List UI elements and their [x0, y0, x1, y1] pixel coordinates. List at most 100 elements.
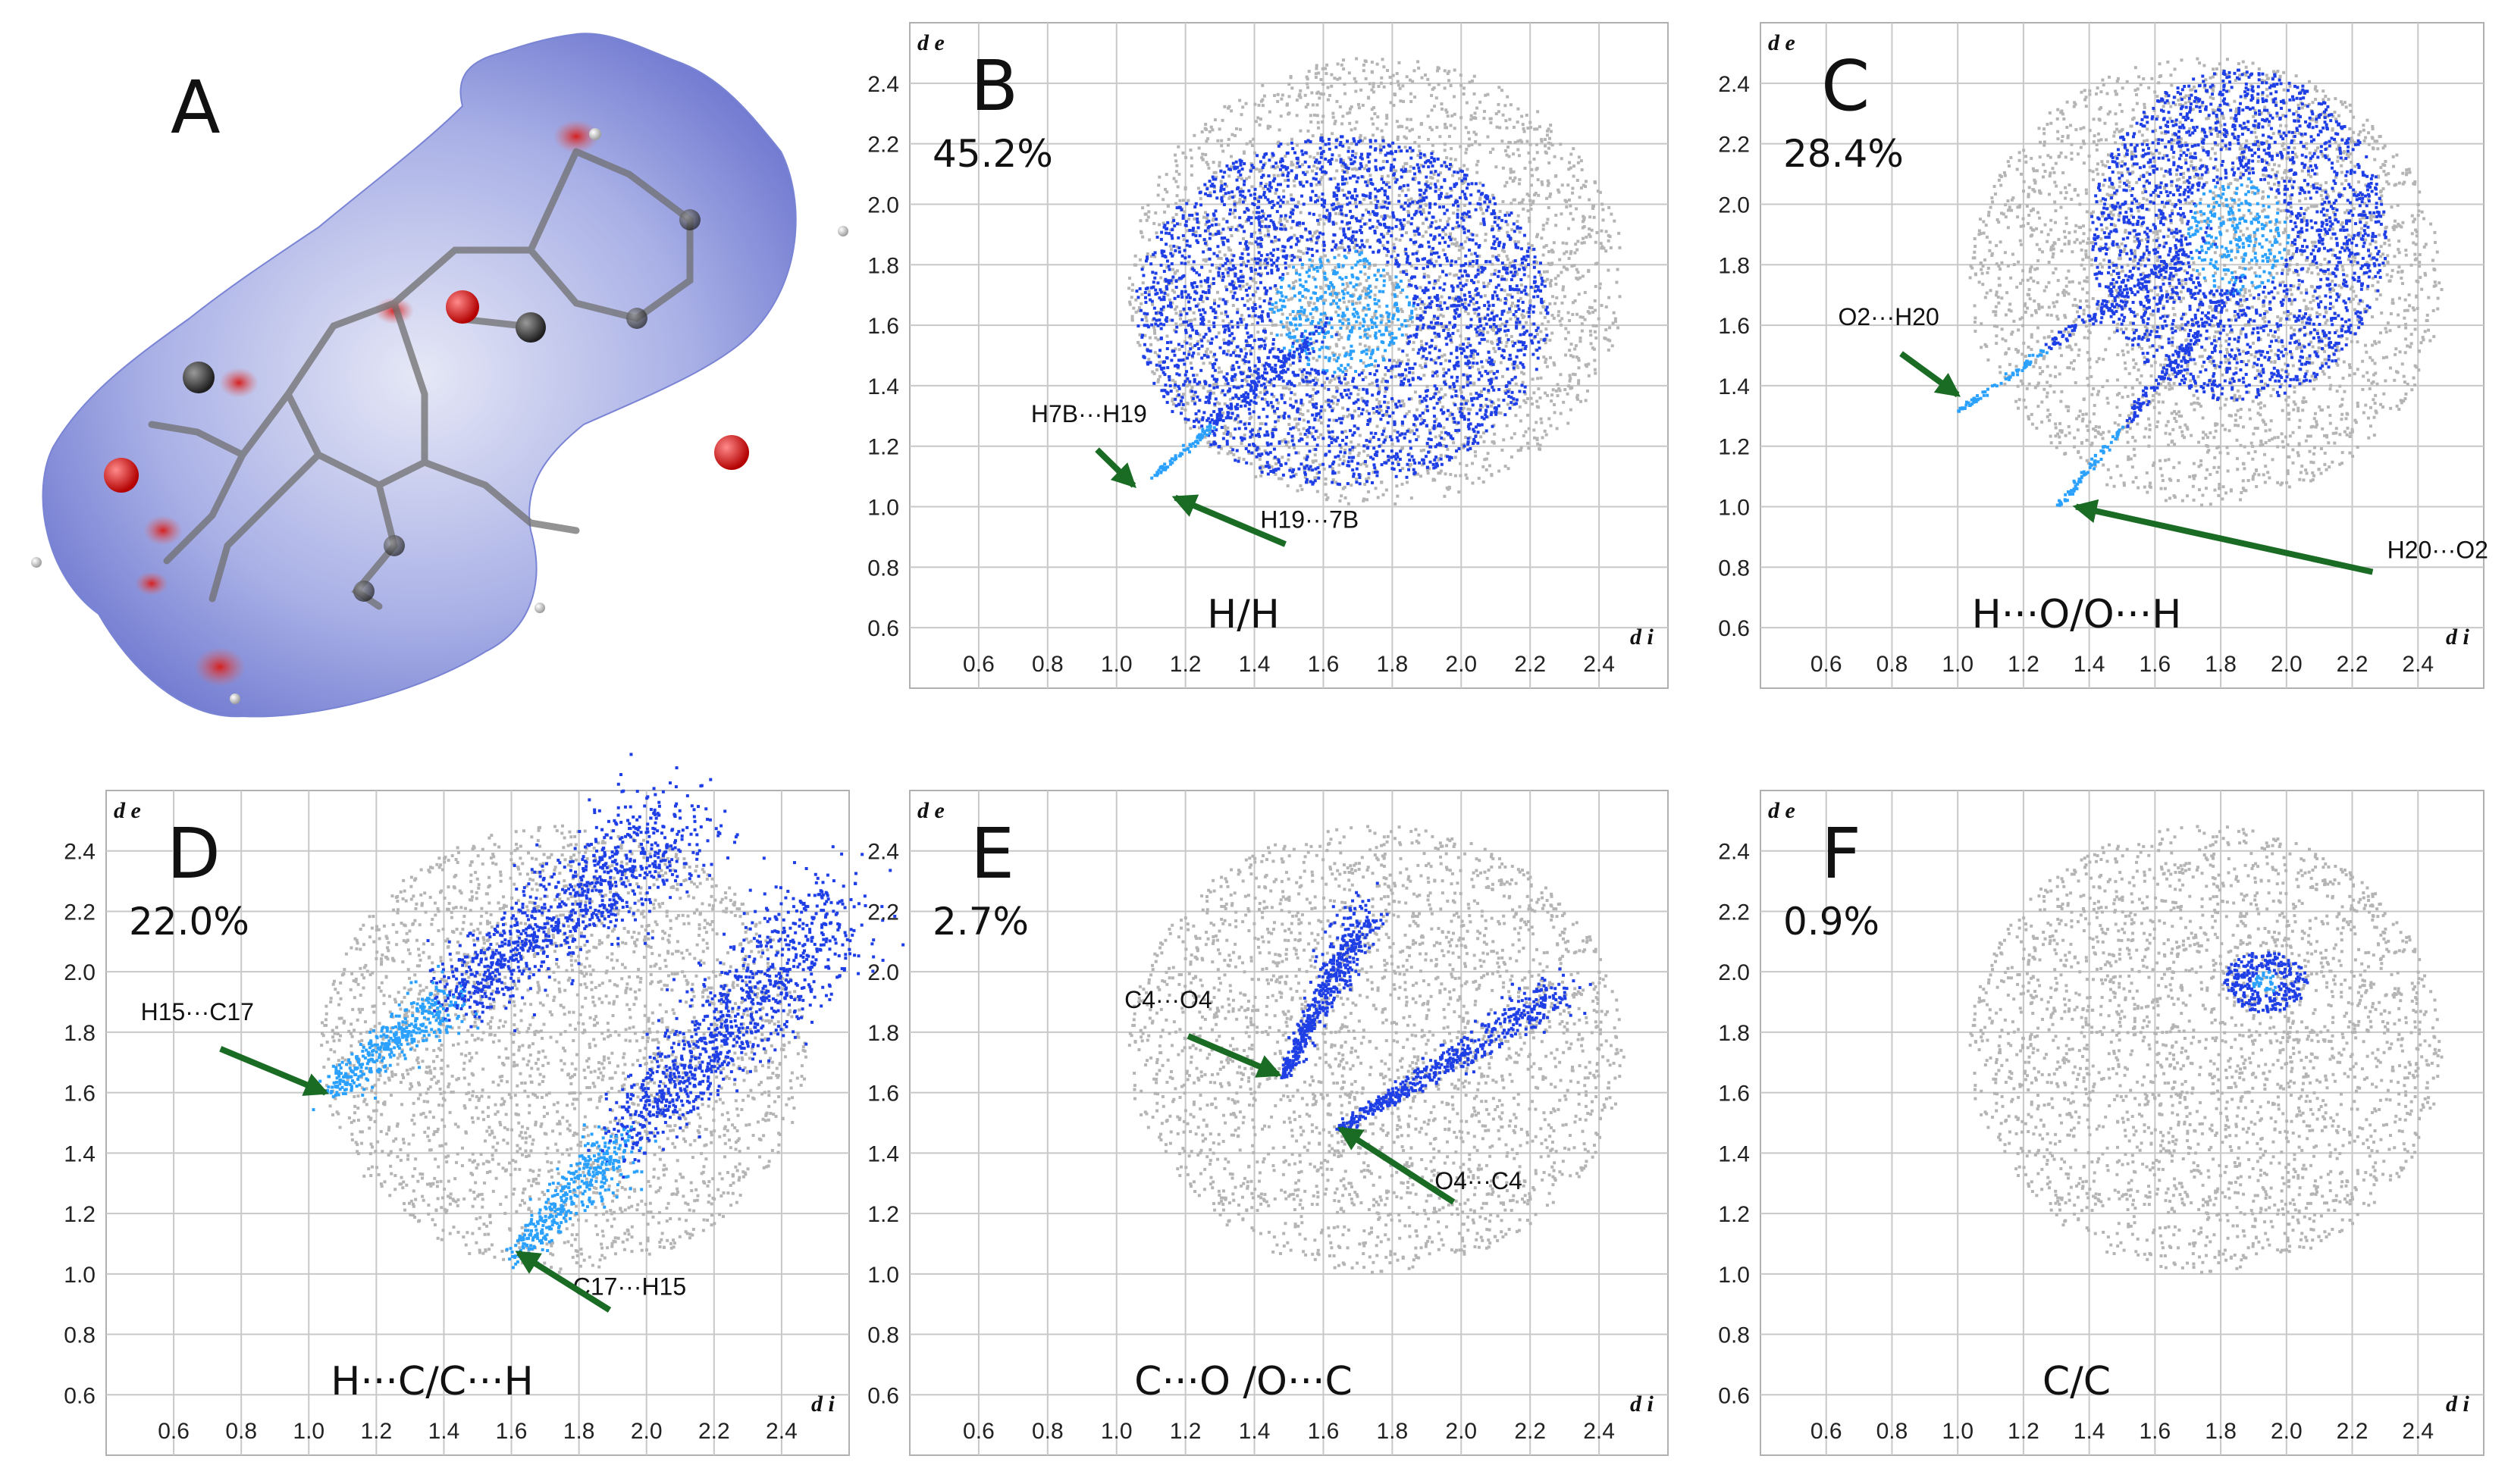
panel-b-gray-point	[1546, 218, 1549, 221]
panel-b-gray-point	[1585, 365, 1588, 368]
panel-b-gray-point	[1287, 95, 1290, 98]
panel-b-gray-point	[1363, 286, 1366, 290]
panel-b-gray-point	[1524, 430, 1527, 434]
panel-b-gray-point	[1306, 103, 1309, 106]
panel-b-gray-point	[1201, 130, 1204, 133]
panel-b-gray-point	[1306, 83, 1309, 86]
panel-b-gray-point	[1513, 240, 1516, 243]
panel-b-gray-point	[1206, 137, 1209, 140]
panel-b-gray-point	[1582, 226, 1585, 229]
panel-b-gray-point	[1450, 84, 1453, 87]
panel-b-gray-point	[1443, 437, 1446, 440]
panel-b-gray-point	[1254, 272, 1257, 275]
panel-b-gray-point	[1480, 390, 1483, 393]
panel-b-gray-point	[1569, 205, 1572, 208]
panel-b-gray-point	[1253, 152, 1256, 155]
panel-b-gray-point	[1317, 418, 1320, 421]
panel-b-gray-point	[1547, 417, 1550, 420]
panel-b-gray-point	[1531, 244, 1534, 247]
panel-b-gray-point	[1227, 349, 1230, 352]
panel-b-gray-point	[1420, 418, 1423, 421]
panel-b-gray-point	[1226, 427, 1229, 430]
panel-b-gray-point	[1290, 138, 1293, 141]
panel-b-gray-point	[1249, 417, 1252, 420]
panel-b-gray-point	[1315, 76, 1318, 79]
panel-b-gray-point	[1415, 409, 1419, 412]
panel-b-gray-point	[1506, 424, 1509, 427]
panel-b-gray-point	[1471, 80, 1474, 83]
panel-b-gray-point	[1541, 323, 1544, 326]
panel-b-gray-point	[1578, 337, 1582, 340]
panel-b-gray-point	[1359, 283, 1362, 286]
panel-b-xtick-label: 2.2	[1514, 652, 1546, 677]
panel-b-gray-point	[1417, 435, 1420, 438]
panel-b-gray-point	[1177, 173, 1180, 176]
panel-b-gray-point	[1515, 383, 1518, 386]
panel-b-gray-point	[1610, 213, 1613, 216]
panel-b-gray-point	[1433, 173, 1436, 176]
panel-b-gray-point	[1227, 138, 1230, 141]
panel-b-gray-point	[1312, 134, 1315, 137]
panel-b-gray-point	[1512, 152, 1515, 155]
panel-b-gray-point	[1359, 136, 1362, 139]
panel-b-gray-point	[1165, 190, 1168, 193]
panel-b-gray-point	[1321, 83, 1325, 86]
panel-b-gray-point	[1604, 249, 1607, 252]
panel-b-gray-point	[1316, 490, 1319, 493]
panel-b-gray-point	[1610, 246, 1613, 249]
panel-b-gray-point	[1500, 139, 1503, 142]
panel-b-ytick-label: 1.4	[867, 374, 899, 399]
panel-b-gray-point	[1363, 136, 1366, 139]
panel-b-gray-point	[1130, 296, 1133, 299]
panel-b-gray-point	[1189, 343, 1192, 346]
panel-b-gray-point	[1536, 151, 1539, 154]
panel-b-gray-point	[1525, 321, 1528, 324]
panel-b-gray-point	[1339, 105, 1342, 108]
panel-b-gray-point	[1537, 194, 1540, 197]
panel-b-gray-point	[1549, 193, 1552, 196]
panel-b-gray-point	[1343, 346, 1346, 349]
panel-b-gray-point	[1271, 324, 1274, 327]
panel-b-gray-point	[1385, 488, 1388, 491]
panel-b-gray-point	[1183, 210, 1186, 213]
panel-b-gray-point	[1528, 121, 1531, 124]
panel-b-gray-point	[1605, 230, 1608, 233]
panel-b-gray-point	[1209, 350, 1212, 353]
panel-b-gray-point	[1585, 399, 1588, 402]
panel-b-gray-point	[1330, 379, 1333, 382]
panel-b-gray-point	[1504, 149, 1507, 152]
panel-b-gray-point	[1547, 250, 1550, 253]
panel-b-gray-point	[1386, 273, 1389, 276]
panel-b-xtick-label: 0.8	[1032, 652, 1064, 677]
panel-b-gray-point	[1343, 301, 1346, 304]
panel-b-gray-point	[1548, 302, 1551, 305]
panel-b-gray-point	[1229, 398, 1232, 401]
panel-b-gray-point	[1441, 405, 1444, 409]
panel-b-gray-point	[1471, 265, 1474, 268]
panel-b-gray-point	[1394, 375, 1397, 378]
panel-b-gray-point	[1509, 261, 1512, 265]
panel-b-gray-point	[1577, 379, 1580, 382]
panel-b-gray-point	[1318, 96, 1321, 99]
panel-b-gray-point	[1420, 340, 1423, 343]
panel-b-gray-point	[1447, 114, 1450, 117]
panel-b-gray-point	[1350, 440, 1353, 443]
panel-b-gray-point	[1441, 108, 1444, 111]
panel-b-gray-point	[1594, 330, 1597, 333]
panel-b-gray-point	[1170, 248, 1173, 251]
panel-b-gray-point	[1568, 161, 1571, 164]
panel-b-gray-point	[1442, 426, 1445, 429]
panel-b-gray-point	[1585, 180, 1588, 183]
panel-b-gray-point	[1334, 212, 1337, 215]
panel-b-gray-point	[1432, 318, 1435, 321]
panel-b-gray-point	[1567, 312, 1570, 315]
panel-b-gray-point	[1387, 401, 1390, 404]
panel-b-gray-point	[1510, 171, 1513, 174]
panel-b-gray-point	[1494, 165, 1497, 168]
panel-b-gray-point	[1572, 175, 1575, 178]
panel-b-gray-point	[1281, 456, 1284, 459]
panel-b-gray-point	[1297, 249, 1300, 252]
panel-b-gray-point	[1158, 375, 1162, 378]
panel-b-gray-point	[1301, 374, 1304, 377]
panel-b-gray-point	[1368, 346, 1371, 349]
